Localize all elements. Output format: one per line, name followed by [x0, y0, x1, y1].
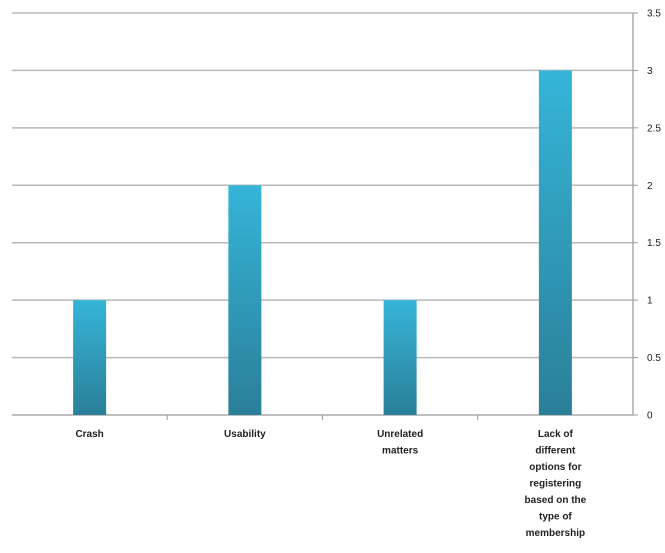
y-tick-label: 0	[647, 411, 653, 422]
category-labels: Crash Usability Unrelated matters Lack of dif…	[75, 429, 586, 539]
bar-lack-of-different-options-for-registering-based-on-the-type-of-membership	[538, 70, 572, 415]
bar-crash	[73, 300, 107, 415]
y-tick-label: 1.5	[647, 238, 661, 249]
bar-usability	[228, 185, 262, 415]
y-tick-label: 2.5	[647, 123, 661, 134]
bar-unrelated-matters	[383, 300, 417, 415]
y-tick-label: 2	[647, 181, 653, 192]
y-tick-label: 1	[647, 296, 653, 307]
y-tick-label: 0.5	[647, 353, 661, 364]
bars	[73, 70, 572, 415]
gridlines	[12, 12, 633, 359]
category-label: Unrelated matters	[377, 429, 423, 457]
y-tick-labels: 0 0.5 1 1.5 2 2.5 3 3.5	[647, 9, 661, 422]
category-label: Lack of different options for registering ba…	[525, 429, 587, 539]
y-tick-label: 3	[647, 66, 653, 77]
axes	[12, 12, 638, 420]
y-tick-label: 3.5	[647, 9, 661, 20]
category-label: Crash	[75, 429, 103, 440]
category-label: Usability	[224, 429, 266, 440]
